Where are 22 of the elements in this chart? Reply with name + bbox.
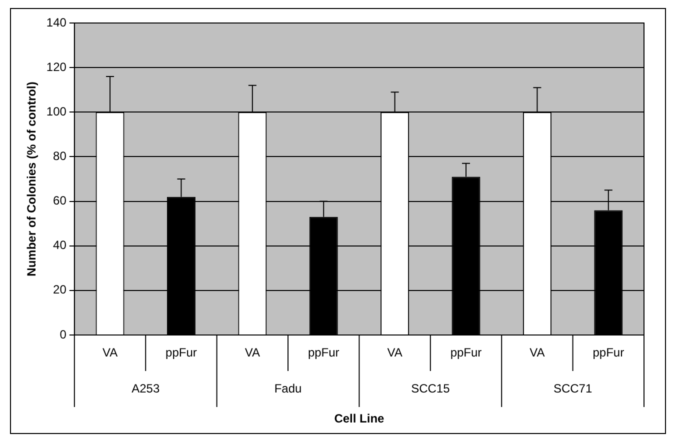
y-tick-label: 100	[46, 104, 67, 118]
y-tick-label: 140	[46, 15, 67, 30]
series-label: ppFur	[592, 345, 624, 360]
x-axis-title: Cell Line	[334, 411, 385, 426]
y-tick-label: 60	[53, 194, 67, 208]
x-tick-label: A253	[132, 381, 160, 396]
text: VA	[387, 345, 402, 360]
x-tick-label: SCC71	[553, 381, 592, 396]
y-tick-label: 80	[53, 149, 67, 164]
y-axis-title: Number of Colonies (% of control)	[24, 82, 39, 276]
series-label: VA	[102, 345, 118, 360]
x-tick-label: SCC15	[411, 381, 450, 396]
text: ppFur	[308, 345, 340, 360]
text: ppFur	[450, 345, 482, 360]
text: ppFur	[166, 345, 197, 360]
y-tick-label: 20	[53, 282, 67, 297]
y-tick-label: 40	[53, 238, 67, 252]
y-tick-label: 120	[46, 60, 67, 74]
text: VA	[244, 345, 260, 360]
x-tick-label: Fadu	[274, 381, 302, 396]
text: VA	[530, 345, 545, 360]
y-tick-label: 0	[60, 327, 67, 342]
